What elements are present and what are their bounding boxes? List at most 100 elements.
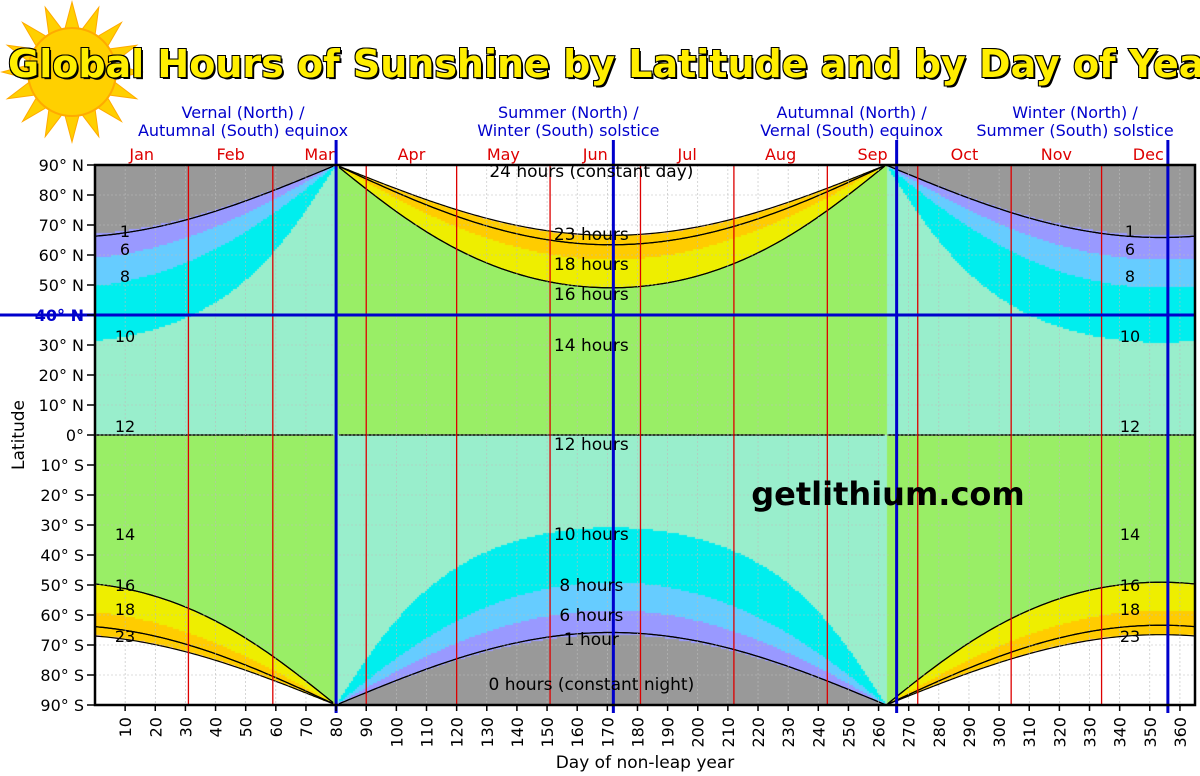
x-tick-label: 60 xyxy=(267,717,286,737)
side-label-left: 10 xyxy=(115,327,135,346)
contour-line xyxy=(94,165,334,237)
hours-label: 16 hours xyxy=(554,285,629,305)
x-tick-label: 20 xyxy=(146,717,165,737)
y-axis-label: Latitude xyxy=(9,400,29,470)
sun-ray xyxy=(64,114,80,144)
x-tick-label: 310 xyxy=(1020,717,1039,748)
y-tick-label: 90° S xyxy=(40,696,84,715)
event-label-line2: Vernal (South) equinox xyxy=(760,121,943,140)
month-label: Feb xyxy=(216,145,244,164)
contour-line xyxy=(338,165,885,289)
month-label: Jun xyxy=(582,145,608,164)
y-tick-label: 10° S xyxy=(40,456,84,475)
y-tick-label: 50° S xyxy=(40,576,84,595)
y-tick-label: 50° N xyxy=(39,276,84,295)
hours-label: 6 hours xyxy=(559,606,623,626)
x-tick-label: 350 xyxy=(1141,717,1160,748)
month-label: Jul xyxy=(677,145,697,164)
contour-line xyxy=(887,624,1196,705)
event-label-line1: Vernal (North) / xyxy=(181,103,305,122)
x-tick-label: 80 xyxy=(327,717,346,737)
y-tick-label: 40° S xyxy=(40,546,84,565)
contour-line xyxy=(94,626,334,705)
hours-label: 24 hours (constant day) xyxy=(489,162,693,182)
x-tick-label: 280 xyxy=(930,717,949,748)
side-label-right: 18 xyxy=(1120,600,1140,619)
x-tick-label: 210 xyxy=(719,717,738,748)
y-tick-label: 20° S xyxy=(40,486,84,505)
month-label: Jan xyxy=(128,145,154,164)
y-tick-label: 60° N xyxy=(39,246,84,265)
y-tick-label: 40° N xyxy=(35,306,84,325)
x-tick-label: 30 xyxy=(176,717,195,737)
x-tick-label: 330 xyxy=(1081,717,1100,748)
x-tick-label: 180 xyxy=(628,717,647,748)
x-tick-label: 10 xyxy=(116,717,135,737)
side-label-left: 16 xyxy=(115,576,135,595)
side-label-left: 8 xyxy=(120,267,130,286)
x-tick-label: 160 xyxy=(568,717,587,748)
month-label: Aug xyxy=(765,145,796,164)
side-label-left: 6 xyxy=(120,240,130,259)
x-tick-label: 50 xyxy=(237,717,256,737)
month-label: Oct xyxy=(951,145,979,164)
hours-label: 0 hours (constant night) xyxy=(488,675,694,695)
x-tick-label: 170 xyxy=(598,717,617,748)
side-label-right: 8 xyxy=(1125,267,1135,286)
y-tick-label: 60° S xyxy=(40,606,84,625)
side-label-left: 23 xyxy=(115,627,135,646)
y-tick-label: 70° N xyxy=(39,216,84,235)
side-label-right: 12 xyxy=(1120,417,1140,436)
hours-label: 23 hours xyxy=(554,225,629,245)
event-label-line2: Winter (South) solstice xyxy=(477,121,659,140)
hours-label: 14 hours xyxy=(554,336,629,356)
month-label: May xyxy=(487,145,520,164)
x-tick-label: 260 xyxy=(870,717,889,748)
contour-line xyxy=(94,583,334,704)
month-label: Dec xyxy=(1133,145,1164,164)
contour-line xyxy=(338,631,885,705)
y-tick-label: 70° S xyxy=(40,636,84,655)
y-tick-label: 30° S xyxy=(40,516,84,535)
contour-line xyxy=(887,581,1196,705)
hours-label: 8 hours xyxy=(559,576,623,596)
contour-line xyxy=(887,634,1196,705)
month-label: Nov xyxy=(1041,145,1072,164)
x-tick-label: 300 xyxy=(990,717,1009,748)
side-label-right: 23 xyxy=(1120,627,1140,646)
contour-line xyxy=(94,635,334,705)
hours-label: 18 hours xyxy=(554,255,629,275)
y-tick-label: 90° N xyxy=(39,156,84,175)
x-tick-label: 120 xyxy=(448,717,467,748)
contour-line xyxy=(338,165,885,236)
y-tick-label: 20° N xyxy=(39,366,84,385)
x-tick-label: 240 xyxy=(809,717,828,748)
x-tick-label: 270 xyxy=(900,717,919,748)
side-label-left: 18 xyxy=(115,600,135,619)
y-tick-label: 80° S xyxy=(40,666,84,685)
month-label: Apr xyxy=(398,145,426,164)
x-tick-label: 70 xyxy=(297,717,316,737)
x-tick-label: 230 xyxy=(779,717,798,748)
side-label-right: 16 xyxy=(1120,576,1140,595)
x-tick-label: 340 xyxy=(1111,717,1130,748)
y-tick-label: 0° xyxy=(66,426,84,445)
x-tick-label: 360 xyxy=(1171,717,1190,748)
chart-title: Global Hours of Sunshine by Latitude and… xyxy=(7,41,1200,87)
hours-label: 1 hour xyxy=(564,630,619,650)
event-label-line2: Summer (South) solstice xyxy=(976,121,1173,140)
x-tick-label: 110 xyxy=(418,717,437,748)
x-tick-label: 220 xyxy=(749,717,768,748)
sun-icon xyxy=(0,0,144,144)
month-label: Mar xyxy=(304,145,335,164)
x-tick-label: 320 xyxy=(1050,717,1069,748)
side-label-left: 1 xyxy=(120,222,130,241)
event-label-line1: Summer (North) / xyxy=(498,103,639,122)
event-label-line1: Winter (North) / xyxy=(1012,103,1138,122)
x-axis-label: Day of non-leap year xyxy=(556,753,735,773)
x-tick-label: 140 xyxy=(508,717,527,748)
contour-line xyxy=(338,165,885,246)
hours-label: 12 hours xyxy=(554,435,629,455)
side-label-right: 6 xyxy=(1125,240,1135,259)
x-tick-label: 250 xyxy=(839,717,858,748)
